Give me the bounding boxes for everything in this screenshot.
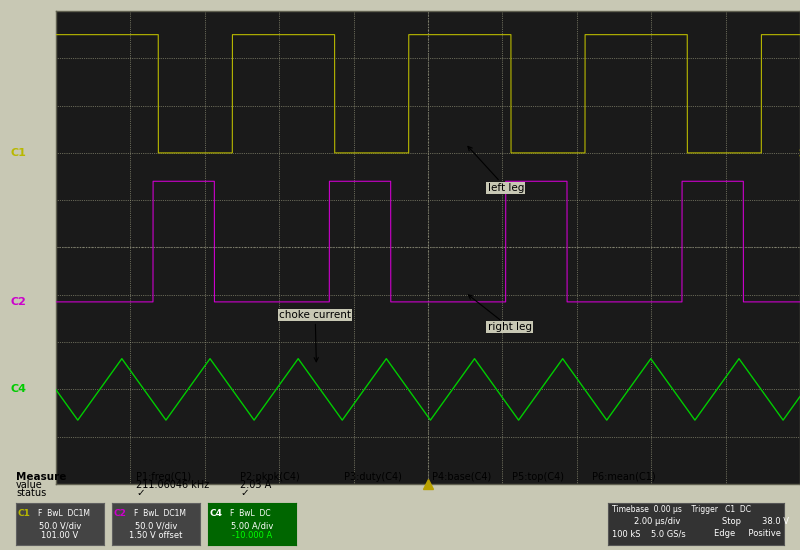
- Text: Measure: Measure: [16, 471, 66, 482]
- Text: 50.0 V/div: 50.0 V/div: [39, 521, 81, 530]
- Text: Stop        38.0 V: Stop 38.0 V: [722, 518, 790, 526]
- Text: ✓: ✓: [240, 488, 249, 498]
- Text: F  BwL  DC: F BwL DC: [230, 509, 270, 519]
- Text: P4:base(C4): P4:base(C4): [432, 471, 491, 482]
- Text: P1:freq(C1): P1:freq(C1): [136, 471, 191, 482]
- Text: Edge     Positive: Edge Positive: [714, 529, 781, 538]
- Text: 211.06046 kHz: 211.06046 kHz: [136, 480, 210, 490]
- Text: 2.00 μs/div: 2.00 μs/div: [634, 518, 681, 526]
- Text: 100 kS    5.0 GS/s: 100 kS 5.0 GS/s: [611, 529, 686, 538]
- Text: 101.00 V: 101.00 V: [42, 531, 78, 540]
- Text: C1: C1: [10, 148, 26, 158]
- Text: Timebase  0.00 μs    Trigger   C1  DC: Timebase 0.00 μs Trigger C1 DC: [611, 505, 750, 514]
- Text: 50.0 V/div: 50.0 V/div: [135, 521, 177, 530]
- Text: F  BwL  DC1M: F BwL DC1M: [38, 509, 90, 519]
- Text: 2.03 A: 2.03 A: [240, 480, 271, 490]
- Text: value: value: [16, 480, 42, 490]
- Text: C2: C2: [10, 297, 26, 307]
- Text: F  BwL  DC1M: F BwL DC1M: [134, 509, 186, 519]
- Text: left leg: left leg: [468, 146, 524, 192]
- Text: -10.000 A: -10.000 A: [232, 531, 272, 540]
- Text: C1: C1: [18, 509, 30, 519]
- Text: P6:mean(C1): P6:mean(C1): [592, 471, 656, 482]
- Text: P5:top(C4): P5:top(C4): [512, 471, 564, 482]
- Text: 5.00 A/div: 5.00 A/div: [231, 521, 273, 530]
- Text: P2:pkpk(C4): P2:pkpk(C4): [240, 471, 300, 482]
- Text: C4: C4: [210, 509, 222, 519]
- Text: status: status: [16, 488, 46, 498]
- Text: choke current: choke current: [279, 310, 351, 362]
- Text: right leg: right leg: [468, 295, 531, 332]
- Text: C2: C2: [114, 509, 126, 519]
- Text: C4: C4: [10, 384, 26, 394]
- Text: P3:duty(C4): P3:duty(C4): [344, 471, 402, 482]
- Text: ✓: ✓: [136, 488, 145, 498]
- Text: 1.50 V offset: 1.50 V offset: [130, 531, 182, 540]
